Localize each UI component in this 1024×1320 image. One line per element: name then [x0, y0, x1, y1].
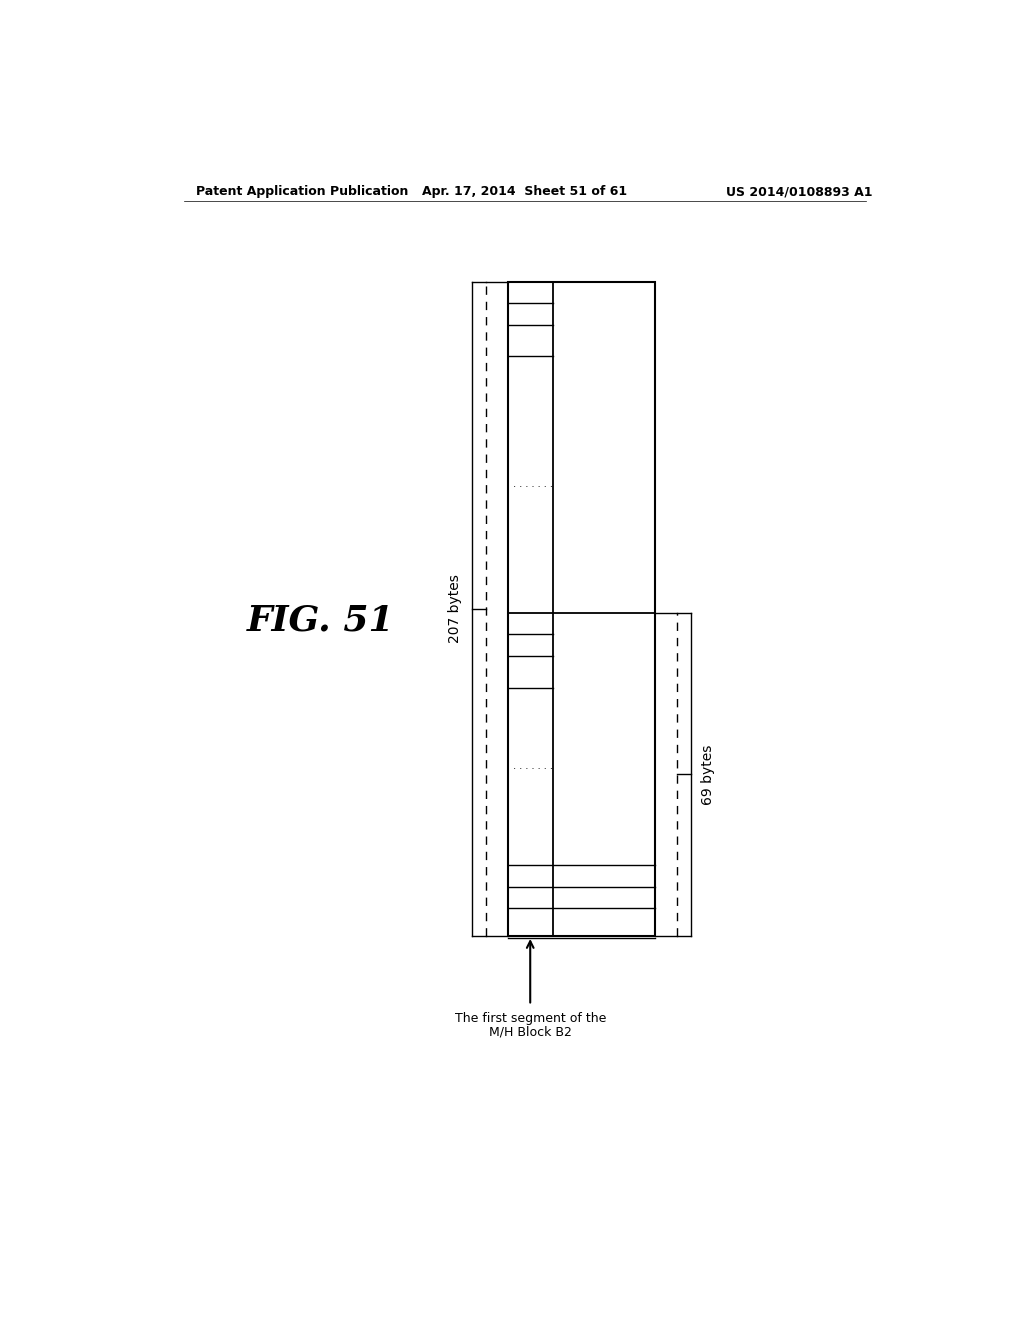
- Text: Patent Application Publication: Patent Application Publication: [197, 185, 409, 198]
- Bar: [508, 281, 655, 936]
- Text: Apr. 17, 2014  Sheet 51 of 61: Apr. 17, 2014 Sheet 51 of 61: [422, 185, 628, 198]
- Text: M/H Block B2: M/H Block B2: [488, 1026, 571, 1039]
- Text: FIG. 51: FIG. 51: [247, 603, 394, 638]
- Text: . . . . . . . .: . . . . . . . .: [507, 760, 553, 771]
- Text: The first segment of the: The first segment of the: [455, 1011, 606, 1024]
- Text: 207 bytes: 207 bytes: [449, 574, 462, 643]
- Text: 69 bytes: 69 bytes: [700, 744, 715, 805]
- Text: . . . . . . . .: . . . . . . . .: [507, 479, 553, 490]
- Text: US 2014/0108893 A1: US 2014/0108893 A1: [725, 185, 872, 198]
